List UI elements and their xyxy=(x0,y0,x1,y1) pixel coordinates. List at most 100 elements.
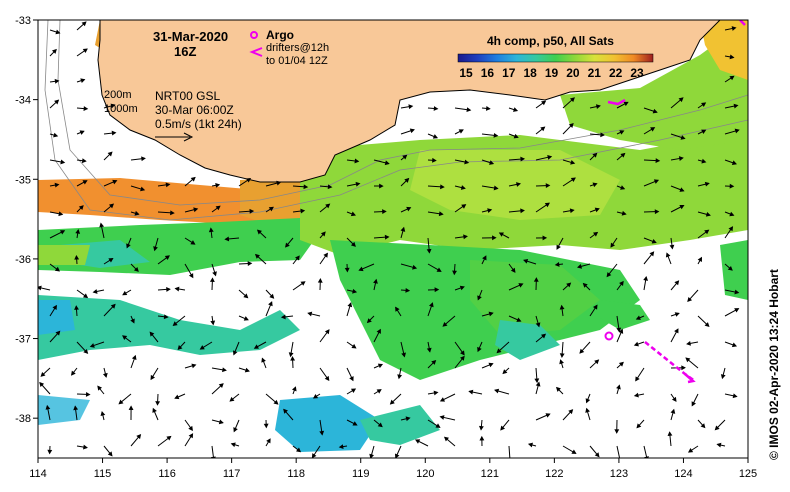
y-axis-ticks: -33 -34 -35 -36 -37 -38 xyxy=(15,15,38,425)
current-vector-head xyxy=(349,376,354,382)
current-vector-head xyxy=(280,314,286,320)
current-vector-head xyxy=(60,159,66,165)
current-vector-head xyxy=(704,229,710,235)
current-vector-head xyxy=(320,231,326,237)
colorbar-tick-label: 18 xyxy=(523,66,537,80)
current-vector-head xyxy=(439,415,445,420)
current-vector-head xyxy=(402,154,408,160)
y-tick-label: -34 xyxy=(15,95,31,107)
current-vector-head xyxy=(479,435,485,441)
current-vector-head xyxy=(373,278,378,284)
current-vector-head xyxy=(122,290,128,296)
current-vector-head xyxy=(285,242,290,248)
current-vector-head xyxy=(438,211,444,217)
current-vector-head xyxy=(679,187,685,192)
current-vector-head xyxy=(261,357,266,363)
current-vector-head xyxy=(436,267,442,272)
current-vector-head xyxy=(680,135,686,140)
current-vector-head xyxy=(188,273,194,279)
current-vector-head xyxy=(704,322,710,327)
current-vectors xyxy=(38,21,740,458)
current-vector-head xyxy=(729,54,735,60)
current-vector-head xyxy=(355,181,361,187)
current-vector-head xyxy=(433,390,439,396)
current-vector-head xyxy=(149,331,155,337)
current-vector-head xyxy=(53,132,59,138)
current-vector-head xyxy=(652,108,658,114)
current-vector-head xyxy=(513,133,519,139)
current-vector-head xyxy=(541,100,547,106)
current-vector-head xyxy=(110,103,116,109)
current-vector-head xyxy=(190,240,196,245)
current-vector-head xyxy=(406,206,412,212)
current-vector-head xyxy=(188,425,193,431)
current-vector-head xyxy=(79,130,85,135)
current-vector-head xyxy=(570,177,576,183)
current-vector-head xyxy=(83,106,89,111)
current-vector-head xyxy=(288,352,294,358)
current-vector-head xyxy=(291,386,297,392)
current-vector-head xyxy=(163,314,169,320)
current-vector-head xyxy=(174,286,180,292)
current-vector-head xyxy=(71,370,76,376)
current-vector-head xyxy=(432,157,437,163)
current-vector-head xyxy=(254,253,260,259)
current-vector-head xyxy=(350,388,357,393)
current-vector-head xyxy=(122,335,128,340)
current-vector-head xyxy=(716,442,722,448)
current-vector-head xyxy=(678,156,684,161)
current-vector-head xyxy=(498,232,504,237)
current-vector-head xyxy=(435,423,441,428)
x-tick-label: 121 xyxy=(481,468,499,480)
current-vector-head xyxy=(47,449,53,455)
current-vector-head xyxy=(358,266,364,272)
current-vector-head xyxy=(166,435,172,441)
current-vector-head xyxy=(585,407,590,413)
current-vector-head xyxy=(233,427,238,433)
current-vector-head xyxy=(704,181,710,187)
sst-colorbar xyxy=(457,53,654,63)
current-vector-head xyxy=(311,453,317,458)
current-vector-head xyxy=(649,251,655,257)
current-vector-head xyxy=(432,134,438,139)
current-vector-head xyxy=(460,185,466,190)
current-vector-head xyxy=(734,128,740,134)
current-vector-head xyxy=(97,385,103,391)
current-vector-head xyxy=(54,182,60,188)
current-vector-head xyxy=(208,227,214,233)
current-vector-head xyxy=(671,396,677,402)
current-vector-head xyxy=(165,182,171,188)
current-vector-head xyxy=(81,158,87,164)
current-vector-head xyxy=(212,271,217,277)
current-vector-head xyxy=(134,210,140,216)
current-vector-head xyxy=(731,160,737,166)
current-vector-head xyxy=(379,183,384,189)
current-vector-head xyxy=(273,399,279,405)
current-vector-head xyxy=(518,283,524,288)
current-vector-head xyxy=(635,376,640,382)
current-vector-head xyxy=(555,386,561,392)
current-vector-head xyxy=(351,343,357,349)
argo-float-marker xyxy=(604,331,614,341)
current-vector-head xyxy=(54,78,60,84)
current-vector-head xyxy=(409,128,415,134)
x-tick-label: 117 xyxy=(223,468,241,480)
current-vector-head xyxy=(516,182,521,187)
x-tick-label: 123 xyxy=(610,468,628,480)
current-vector-head xyxy=(263,423,269,429)
drifters-legend-label: drifters@12h xyxy=(266,42,329,54)
current-vector-head xyxy=(540,333,547,339)
current-vector-head xyxy=(296,447,302,453)
x-axis-ticks: 114 115 116 117 118 119 120 121 122 123 124 125 xyxy=(29,458,757,480)
current-vector-head xyxy=(616,384,621,390)
current-vector-head xyxy=(177,345,183,351)
current-vector-head xyxy=(582,282,588,288)
current-vector-head xyxy=(577,263,583,269)
current-vector-head xyxy=(466,107,472,113)
current-vector-head xyxy=(720,374,726,380)
current-vector-head xyxy=(408,104,414,110)
current-vector-head xyxy=(83,293,89,299)
current-vector-head xyxy=(512,107,519,112)
current-vector-head xyxy=(397,374,403,380)
current-vector-head xyxy=(327,184,333,190)
